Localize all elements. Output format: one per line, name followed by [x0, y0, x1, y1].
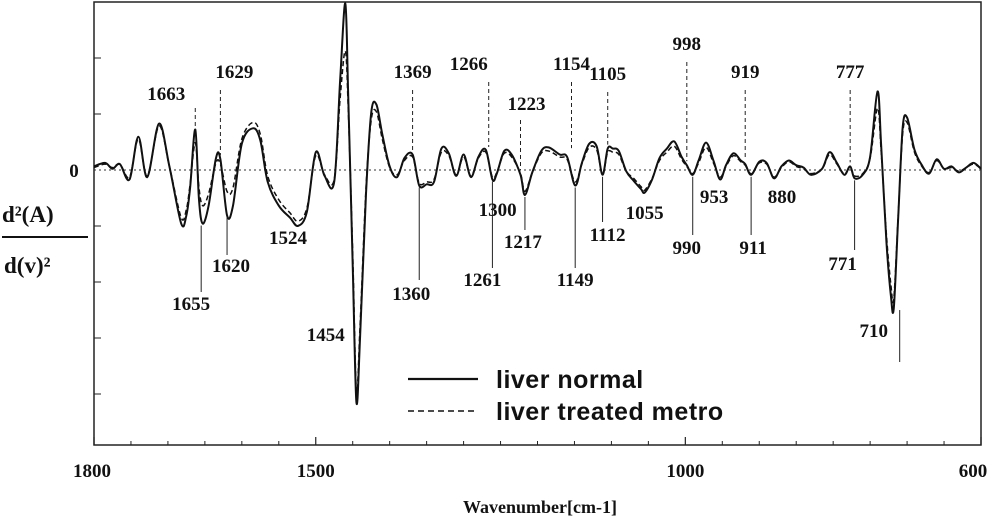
peak-label: 1055 [626, 203, 664, 224]
x-axis-title: Wavenumber[cm-1] [463, 497, 617, 517]
peak-label: 1112 [590, 225, 626, 246]
peak-label: 1105 [589, 64, 626, 85]
zero-label: 0 [69, 161, 79, 182]
peak-annotations: 1663 1629 1369 1266 1223 1154 1105 998 919 777 165… [147, 34, 901, 362]
peak-label: 1369 [394, 62, 432, 83]
y-axis-ticks [94, 57, 101, 395]
x-tick-label: 1800 [73, 461, 111, 482]
peak-label: 777 [836, 62, 865, 83]
y-axis-label: d²(A) d(v)² [2, 202, 88, 278]
series-layer [93, 2, 982, 406]
peak-label: 1629 [215, 62, 253, 83]
legend: liver normal liver treated metro [408, 366, 724, 426]
peak-label: 1149 [557, 270, 594, 291]
series-line-normal [93, 2, 982, 406]
peak-label: 911 [739, 238, 766, 259]
y-label-denominator: d(v)² [4, 253, 51, 278]
y-label-numerator: d²(A) [2, 202, 54, 227]
peak-label: 1266 [450, 54, 488, 75]
peak-label: 1217 [504, 232, 543, 253]
y-label-denominator-text: d(v)² [4, 253, 51, 278]
peak-label: 880 [768, 187, 797, 208]
legend-label-normal: liver normal [496, 366, 644, 394]
peak-label: 1360 [392, 284, 430, 305]
peak-label: 953 [700, 187, 729, 208]
peak-label: 1223 [507, 94, 545, 115]
x-tick-label: 1000 [666, 461, 704, 482]
x-tick-label: 1500 [297, 461, 335, 482]
peak-label: 1300 [479, 200, 517, 221]
x-axis-ticks: 1800 1500 1000 600 [73, 437, 987, 482]
peak-label: 1663 [147, 84, 185, 105]
peak-label: 710 [859, 321, 888, 342]
y-label-numerator-text: d²(A) [2, 202, 54, 227]
peak-label: 771 [828, 254, 857, 275]
peak-label: 919 [731, 62, 760, 83]
peak-label: 1454 [307, 325, 346, 346]
peak-label: 998 [673, 34, 702, 55]
peak-label: 1524 [269, 228, 308, 249]
peak-label: 1655 [172, 294, 210, 315]
x-tick-label: 600 [959, 461, 988, 482]
peak-label: 1620 [212, 256, 250, 277]
peak-label: 990 [672, 238, 701, 259]
peak-label: 1261 [463, 270, 501, 291]
legend-label-treated: liver treated metro [496, 398, 724, 426]
peak-label: 1154 [553, 54, 590, 75]
